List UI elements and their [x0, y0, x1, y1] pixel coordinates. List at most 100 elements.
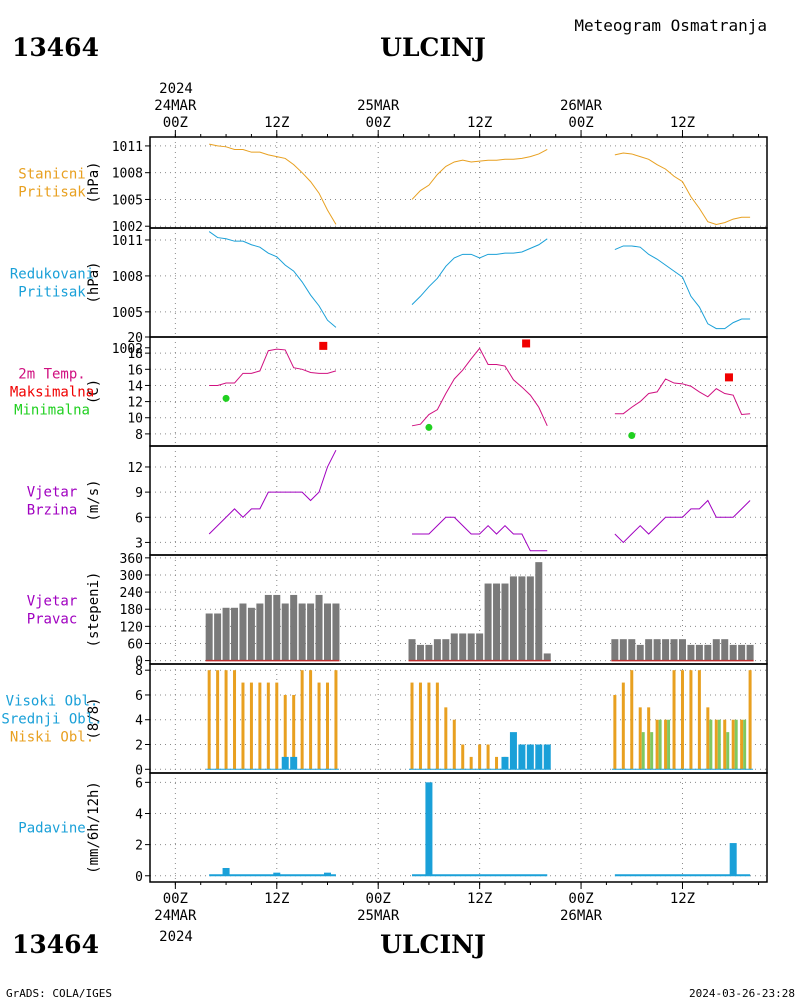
cloud-bar	[621, 682, 625, 770]
cloud-bar	[706, 707, 710, 770]
cloud-bar	[325, 682, 329, 770]
direction-bar	[425, 644, 433, 661]
cloud-bar	[495, 756, 499, 770]
cloud-bar	[300, 670, 304, 770]
station-name-bottom: ULCINJ	[380, 930, 486, 959]
cloud-bar	[731, 719, 735, 770]
cloud-bar	[452, 719, 456, 770]
y-tick-label: 20	[127, 331, 143, 346]
direction-bar	[619, 639, 627, 661]
series-line	[411, 149, 548, 200]
direction-bar	[256, 603, 264, 661]
cloud-bar	[509, 732, 517, 770]
cloud-bar	[435, 682, 439, 770]
time-date-label: 26MAR	[560, 908, 603, 924]
time-hour-label: 12Z	[467, 115, 492, 131]
panel-label: 2m Temp.	[18, 367, 85, 383]
cloud-bar	[233, 670, 237, 770]
cloud-bar	[444, 707, 448, 770]
y-tick-label: 12	[127, 396, 143, 411]
y-tick-label: 18	[127, 347, 143, 362]
y-tick-label: 0	[135, 655, 143, 670]
cloud-bar	[647, 707, 651, 770]
direction-bar	[543, 653, 551, 661]
direction-bar	[645, 639, 653, 661]
time-hour-label: 00Z	[366, 891, 391, 907]
cloud-bar	[613, 694, 617, 770]
cloud-bar	[630, 670, 634, 770]
station-id-top: 13464	[12, 33, 99, 62]
y-tick-label: 2	[135, 839, 143, 854]
time-hour-label: 12Z	[467, 891, 492, 907]
precip-bar	[273, 872, 281, 876]
y-tick-label: 8	[135, 664, 143, 679]
time-hour-label: 12Z	[670, 891, 695, 907]
y-tick-label: 1002	[112, 342, 143, 357]
station-id-bottom: 13464	[12, 930, 99, 959]
direction-bar	[611, 639, 619, 661]
direction-bar	[704, 644, 712, 661]
panel-label: Brzina	[27, 503, 78, 519]
cloud-bar	[266, 682, 270, 770]
cloud-bar	[478, 744, 482, 770]
direction-bar	[290, 594, 298, 661]
direction-bar	[332, 603, 340, 661]
cloud-bar	[641, 732, 645, 770]
cloud-bar	[689, 670, 693, 770]
panel-frame	[149, 772, 768, 883]
panel-label: Vjetar	[27, 485, 78, 501]
y-tick-label: 10	[127, 412, 143, 427]
cloud-bar	[241, 682, 245, 770]
bottom-year-label: 2024	[159, 929, 193, 945]
direction-bar	[222, 607, 230, 661]
y-axis-label: (mm/6h/12h)	[86, 781, 102, 874]
y-axis-label: (stepeni)	[86, 572, 102, 648]
direction-bar	[205, 613, 213, 661]
time-date-label: 24MAR	[154, 98, 197, 114]
grid	[150, 228, 767, 337]
panel-2: 1002 1005 1008 1011 (hPa)Redukovani Pritisak	[10, 227, 768, 357]
series-line	[614, 378, 751, 416]
cloud-bar	[650, 732, 654, 770]
direction-bar	[484, 583, 492, 661]
y-tick-label: 1005	[112, 306, 143, 321]
panel-label: Pravac	[27, 612, 78, 628]
direction-bar	[323, 603, 331, 661]
cloud-bar	[418, 682, 422, 770]
direction-bar	[535, 562, 543, 661]
panel-frame	[149, 136, 768, 229]
grid	[150, 773, 767, 882]
direction-bar	[433, 639, 441, 661]
panel-1: 1002 1005 1008 1011 (hPa)Stanicni Pritisak	[18, 136, 768, 235]
precip-bar	[425, 782, 433, 876]
panel-label: Padavine	[18, 821, 85, 837]
y-tick-label: 120	[120, 620, 143, 635]
y-axis-label: (C)	[86, 379, 102, 404]
y-tick-label: 6	[135, 689, 143, 704]
time-date-label: 24MAR	[154, 908, 197, 924]
y-tick-label: 1008	[112, 167, 143, 182]
cloud-bar	[501, 756, 509, 770]
y-tick-label: 1002	[112, 220, 143, 235]
y-tick-label: 1011	[112, 140, 143, 155]
panel-frame	[149, 336, 768, 447]
direction-bar	[670, 639, 678, 661]
direction-bar	[231, 607, 239, 661]
cloud-bar	[275, 682, 279, 770]
cloud-bar	[543, 744, 551, 770]
min-temp-marker	[628, 432, 636, 440]
direction-bar	[738, 644, 746, 661]
series-line	[209, 143, 337, 225]
cloud-bar	[258, 682, 262, 770]
cloud-bar	[714, 719, 718, 770]
direction-bar	[416, 644, 424, 661]
direction-bar	[501, 583, 509, 661]
cloud-bar	[249, 682, 253, 770]
panel-label: Pritisak	[18, 285, 86, 301]
cloud-bar	[207, 670, 211, 770]
time-hour-label: 00Z	[163, 115, 188, 131]
cloud-bar	[224, 670, 228, 770]
y-tick-label: 6	[135, 776, 143, 791]
y-axis-label: (hPa)	[86, 261, 102, 303]
